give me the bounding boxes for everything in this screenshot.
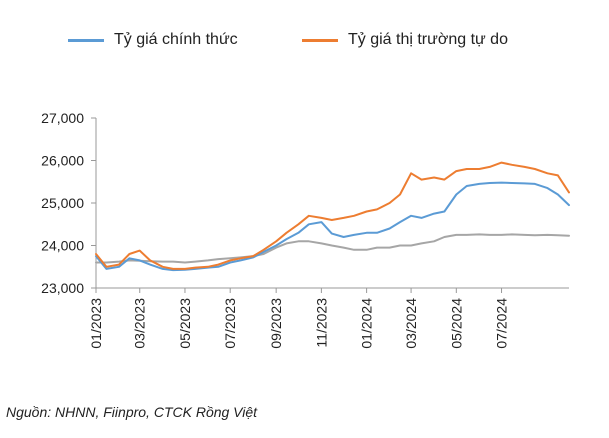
axes: 23,000 24,000 25,000 26,000 27,000 01/2023 03/… xyxy=(41,110,569,349)
legend-swatch-free-market-rate xyxy=(302,38,338,42)
legend-label-free-market-rate: Tỷ giá thị trường tự do xyxy=(348,31,508,48)
series-layer xyxy=(95,161,570,272)
x-tick-label: 07/2023 xyxy=(222,298,238,349)
x-tick-label: 03/2023 xyxy=(132,298,148,349)
source-note: Nguồn: NHNN, Fiinpro, CTCK Rồng Việt xyxy=(6,404,258,420)
x-tick-label: 03/2024 xyxy=(403,298,419,349)
y-tick-label: 25,000 xyxy=(41,195,84,211)
legend-item-official-rate: Tỷ giá chính thức xyxy=(68,28,238,52)
x-tick-label: 05/2024 xyxy=(448,298,464,349)
y-tick-label: 26,000 xyxy=(41,153,84,169)
x-tick-label: 07/2024 xyxy=(494,298,510,349)
legend: Tỷ giá chính thức Tỷ giá thị trường tự d… xyxy=(0,28,609,52)
series-official-rate-line xyxy=(95,181,570,272)
series-free-market-rate-line xyxy=(95,161,570,270)
y-tick-label: 27,000 xyxy=(41,110,84,126)
x-tick-label: 05/2023 xyxy=(177,298,193,349)
series-grey-line xyxy=(95,233,570,264)
y-tick-label: 24,000 xyxy=(41,238,84,254)
x-tick-label: 09/2023 xyxy=(268,298,284,349)
legend-label-official-rate: Tỷ giá chính thức xyxy=(114,31,238,48)
y-tick-label: 23,000 xyxy=(41,280,84,296)
x-tick-label: 11/2023 xyxy=(313,298,329,348)
legend-swatch-official-rate xyxy=(68,38,104,42)
x-tick-label: 01/2023 xyxy=(88,298,104,349)
x-tick-label: 01/2024 xyxy=(359,298,375,349)
legend-item-free-market-rate: Tỷ giá thị trường tự do xyxy=(302,28,508,52)
